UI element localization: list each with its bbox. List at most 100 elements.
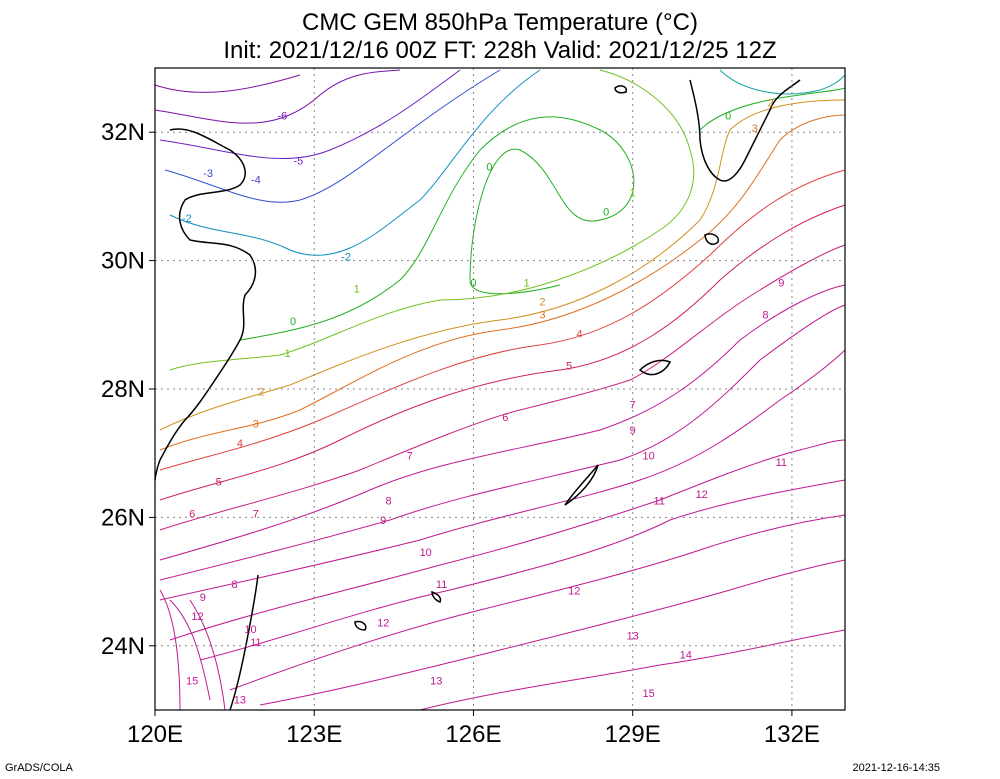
contour-line: [159, 304, 846, 581]
contour-line: [259, 559, 846, 706]
contour-label: 8: [762, 309, 768, 321]
contour-label: -3: [203, 168, 213, 180]
contour-line: [169, 69, 695, 371]
contour-label: -6: [277, 110, 287, 122]
contour-line: [159, 589, 181, 711]
china-coastline: [154, 128, 257, 481]
tanegashima-island: [704, 233, 720, 245]
contour-label: 0: [603, 207, 609, 219]
contour-label: -2: [182, 213, 192, 225]
contour-label: 11: [776, 457, 787, 469]
contour-label: 0: [290, 316, 296, 328]
contour-label: 15: [642, 688, 654, 700]
japan-kyushu-coastline: [689, 79, 801, 182]
contour-label: 0: [486, 162, 492, 174]
lon-tick-label: 123E: [286, 721, 342, 748]
grid: [155, 68, 845, 710]
footer-credit: GrADS/COLA: [5, 762, 73, 774]
contour-line: [159, 99, 846, 431]
contour-labels: -6-5-4-3-2-20000011112223334455667778889…: [182, 98, 787, 707]
lat-tick-label: 26N: [101, 504, 145, 531]
contour-label: 15: [186, 675, 198, 687]
contour-label: 0: [725, 110, 731, 122]
contour-label: 7: [630, 399, 636, 411]
contour-label: 2: [768, 98, 774, 110]
contour-line: [189, 599, 226, 711]
contour-label: 2: [539, 297, 545, 309]
contour-line: [169, 69, 541, 256]
contour-label: 6: [189, 508, 195, 520]
contour-label: 8: [385, 496, 391, 508]
contour-line: [419, 629, 846, 711]
miyako-island: [431, 590, 442, 603]
contour-label: 0: [470, 277, 476, 289]
contour-label: 9: [380, 515, 386, 527]
contour-label: 1: [354, 284, 360, 296]
contour-label: 3: [253, 419, 259, 431]
lon-tick-label: 120E: [127, 721, 183, 748]
map-title: CMC GEM 850hPa Temperature (°C): [302, 9, 698, 36]
contour-line: [159, 284, 846, 561]
contour-line: [159, 114, 846, 451]
coastlines: [154, 79, 801, 711]
contour-label: 3: [752, 123, 758, 135]
contour-label: 5: [566, 361, 572, 373]
amami-island: [638, 359, 672, 376]
contour-label: 14: [680, 650, 692, 662]
contour-label: 9: [778, 277, 784, 289]
lon-tick-label: 129E: [605, 721, 661, 748]
contour-label: 11: [250, 637, 261, 649]
contour-label: 5: [216, 476, 222, 488]
contour-label: 10: [642, 451, 654, 463]
contour-label: 12: [696, 489, 708, 501]
ishigaki-island: [354, 620, 367, 631]
contour-label: 1: [285, 348, 291, 360]
contour-label: 1: [523, 277, 529, 289]
contour-line: [169, 439, 846, 641]
contour-line: [159, 69, 461, 160]
contour-label: 3: [539, 309, 545, 321]
contour-label: 13: [234, 695, 246, 707]
contour-label: 13: [430, 675, 442, 687]
contour-line: [154, 74, 301, 93]
contour-line: [239, 116, 635, 341]
lat-tick-label: 28N: [101, 376, 145, 403]
contour-label: 4: [577, 329, 583, 341]
contour-line: [159, 244, 846, 531]
lon-tick-label: 126E: [445, 721, 501, 748]
contour-line: [159, 169, 846, 471]
map-subtitle: Init: 2021/12/16 00Z FT: 228h Valid: 202…: [223, 37, 777, 64]
contour-label: 4: [237, 438, 243, 450]
contour-line: [719, 69, 846, 95]
lat-tick-label: 30N: [101, 248, 145, 275]
contour-label: -5: [293, 155, 303, 167]
contour-label: 13: [627, 630, 639, 642]
axis-ticks: 120E 123E 126E 129E 132E 32N 30N 28N 26N 24N: [101, 119, 820, 748]
contour-label: 2: [258, 386, 264, 398]
contour-label: 12: [191, 611, 203, 623]
contour-label: 9: [200, 592, 206, 604]
contour-label: 9: [630, 425, 636, 437]
contour-line: [154, 69, 401, 124]
contour-label: 10: [244, 624, 256, 636]
taiwan-coastline: [229, 574, 259, 711]
contour-line: [699, 87, 846, 131]
contour-label: 7: [253, 508, 259, 520]
contour-label: 8: [232, 579, 238, 591]
contour-lines: [154, 69, 846, 711]
contour-label: 7: [407, 451, 413, 463]
okinawa-island: [564, 464, 599, 506]
contour-label: -2: [341, 252, 351, 264]
contour-label: 11: [436, 579, 447, 591]
contour-line: [199, 479, 846, 661]
contour-label: 6: [502, 412, 508, 424]
contour-line: [164, 69, 501, 203]
jeju-island: [614, 85, 628, 94]
lon-tick-label: 132E: [764, 721, 820, 748]
contour-label: -4: [251, 175, 261, 187]
contour-label: 1: [630, 187, 636, 199]
contour-label: 11: [654, 496, 665, 508]
contour-line: [159, 204, 846, 501]
contour-line: [229, 514, 846, 691]
